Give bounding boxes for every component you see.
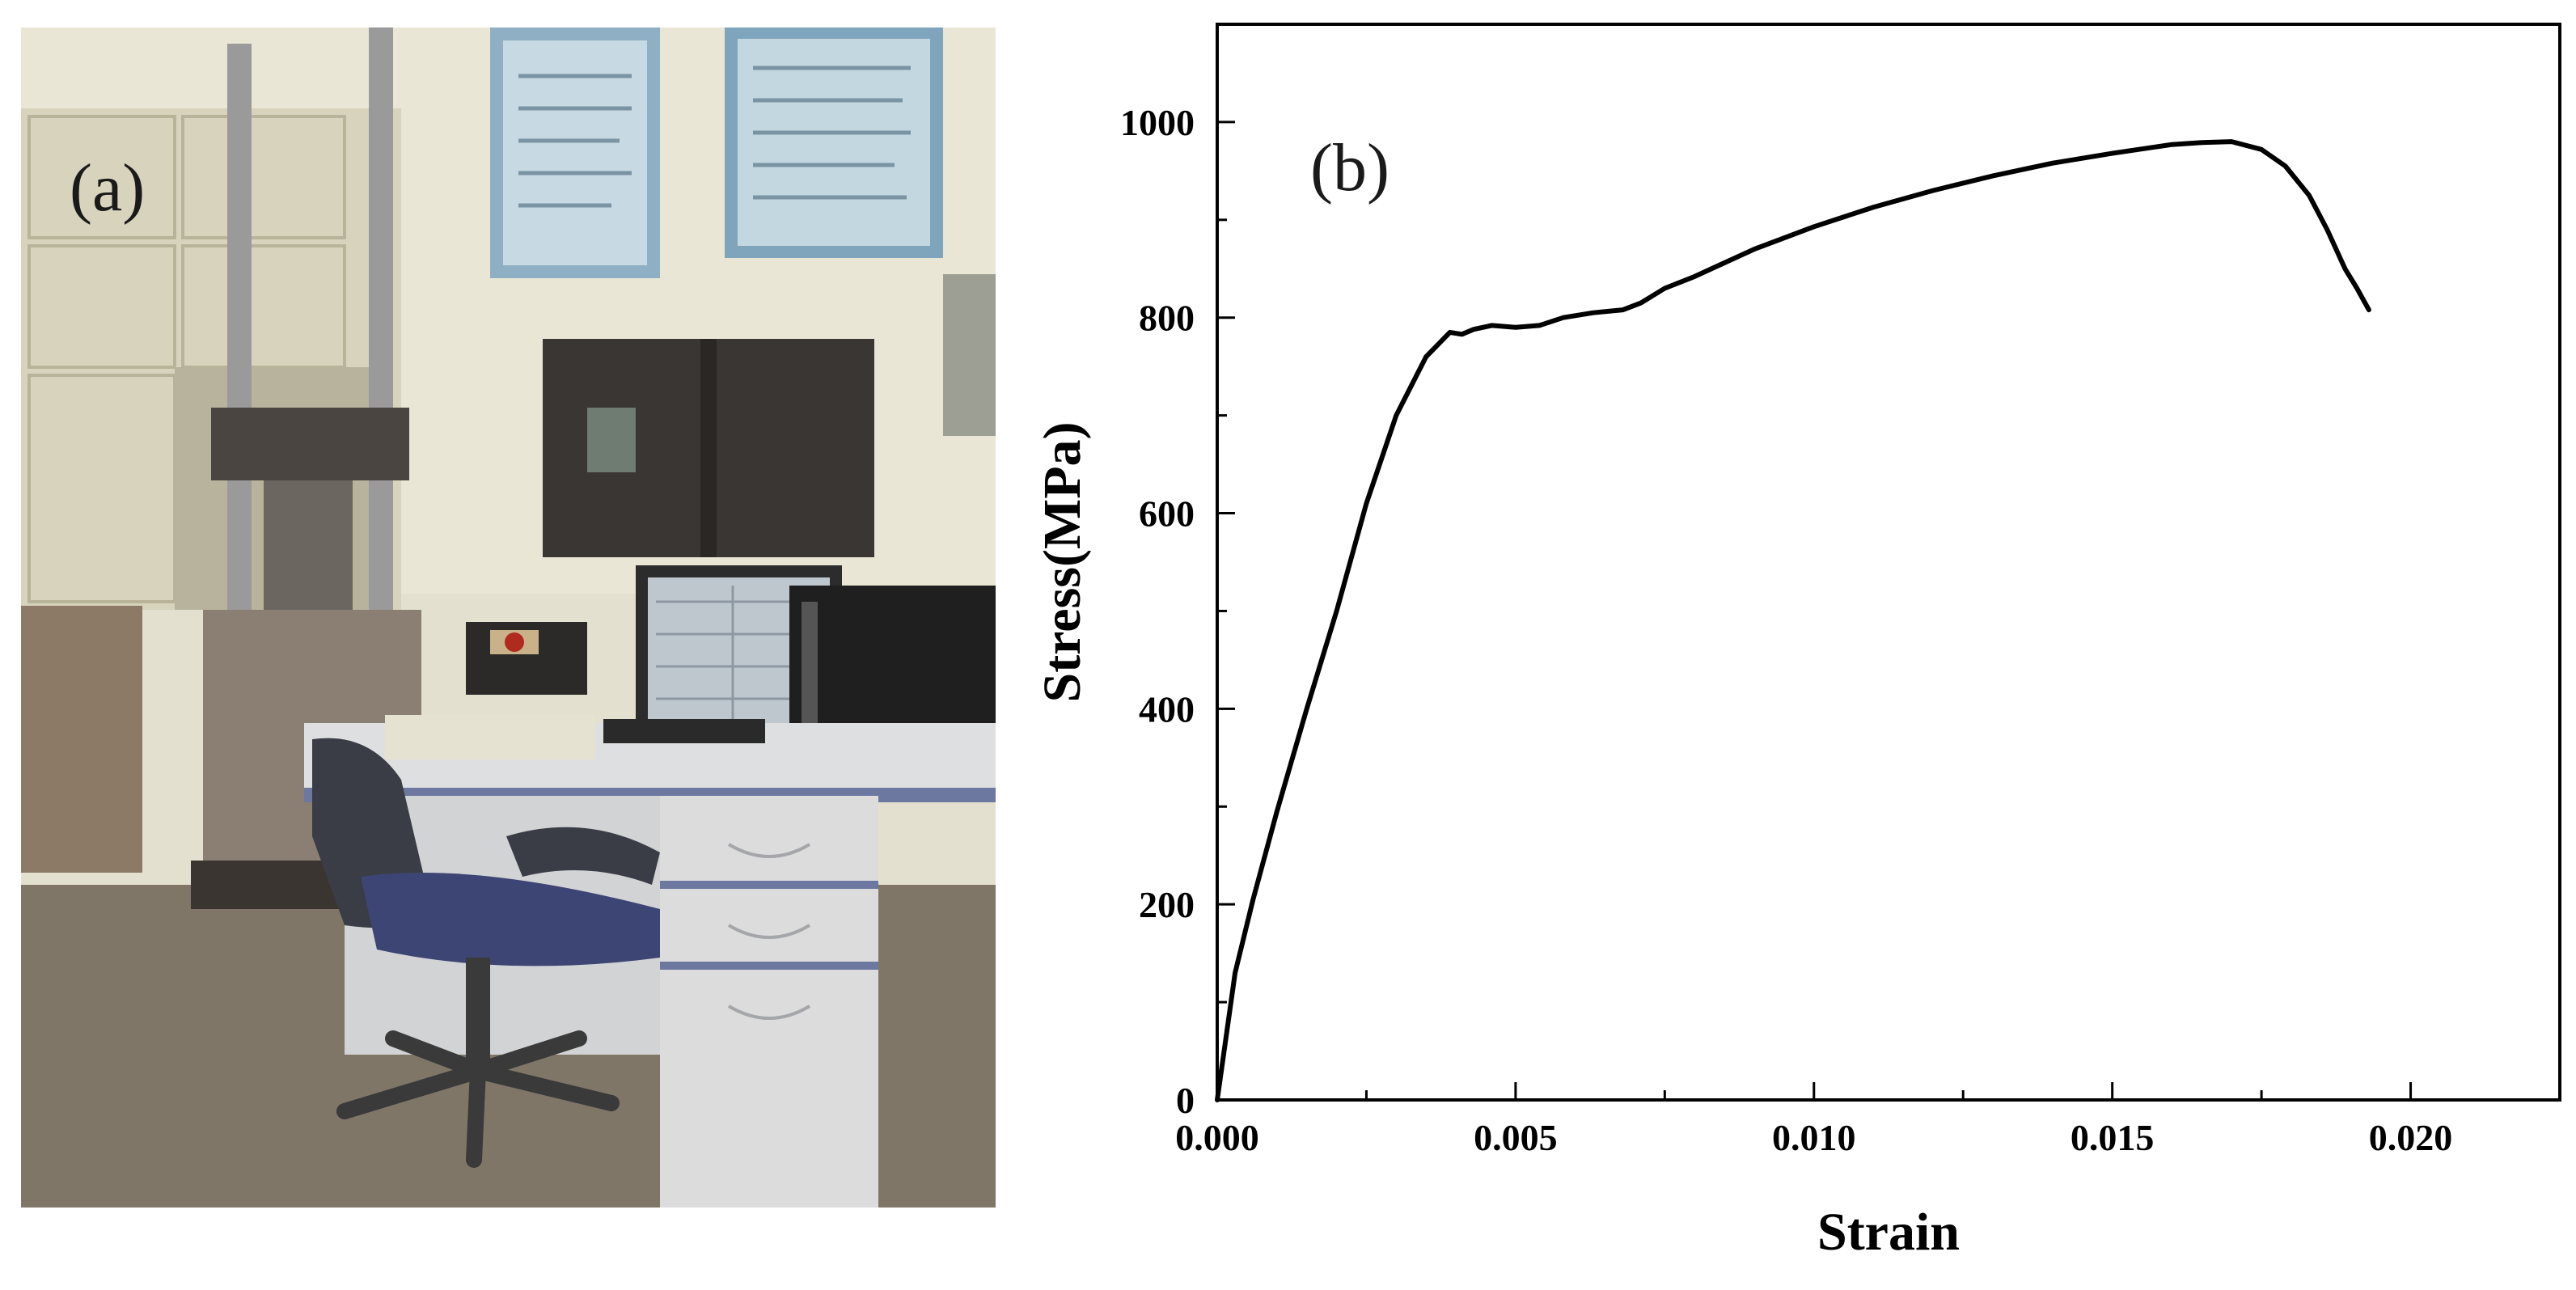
photo-panel-label: (a) (70, 150, 146, 226)
y-axis-tick-labels: 0 200 400 600 800 1000 (1120, 102, 1195, 1121)
x-tick-label: 0.015 (2071, 1117, 2155, 1158)
x-tick-label: 0.000 (1175, 1117, 1259, 1158)
x-axis-tick-labels: 0.000 0.005 0.010 0.015 0.020 (1175, 1117, 2452, 1158)
y-axis-ticks (1217, 23, 1235, 1102)
x-axis-title: Strain (1817, 1203, 1960, 1262)
lab-photo: (a) (21, 27, 996, 1208)
y-tick-label: 400 (1139, 688, 1195, 730)
y-tick-label: 800 (1139, 298, 1195, 339)
plot-frame (1216, 23, 2561, 1102)
y-tick-label: 200 (1139, 884, 1195, 925)
y-tick-label: 1000 (1120, 102, 1195, 143)
x-tick-label: 0.010 (1772, 1117, 1856, 1158)
y-tick-label: 0 (1176, 1080, 1195, 1121)
x-tick-label: 0.020 (2369, 1117, 2453, 1158)
y-axis-title: Stress(MPa) (1033, 421, 1092, 702)
x-axis-ticks (1216, 1082, 2561, 1100)
x-tick-label: 0.005 (1474, 1117, 1558, 1158)
chart-panel-label: (b) (1310, 130, 1390, 205)
series-line-stress-strain (1215, 139, 2371, 1102)
y-tick-label: 600 (1139, 493, 1195, 535)
